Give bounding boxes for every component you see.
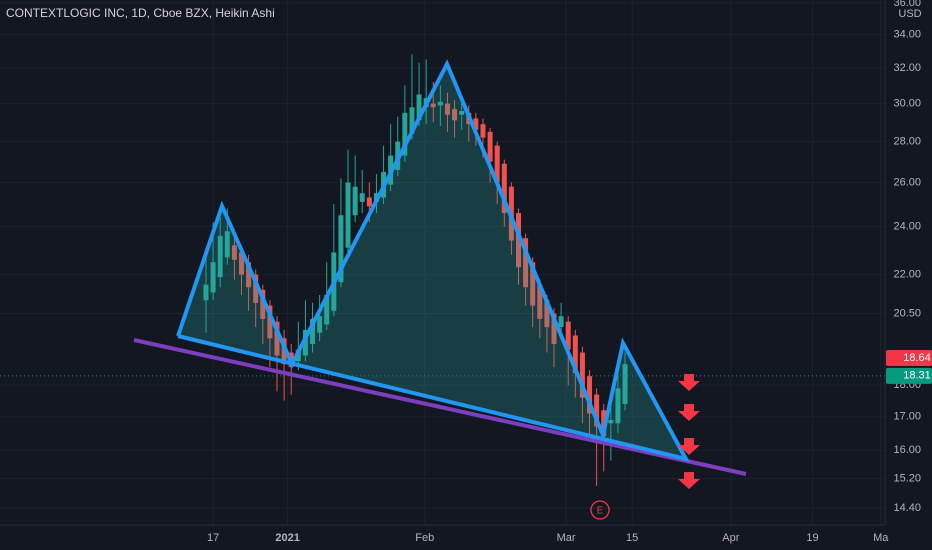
candle-body [253,274,259,303]
y-tick-label: 20.50 [893,307,921,319]
candle-body [615,388,621,424]
candle-body [238,252,244,275]
currency: USD [898,8,921,20]
candle-body [452,109,458,121]
candle-body [409,107,415,134]
x-tick-label: Ma [873,532,889,544]
x-tick-label: 2021 [275,532,299,544]
candle-body [622,364,628,404]
candle-body [203,284,209,301]
candle-body [487,131,493,162]
candle-body [352,186,358,216]
arrow [678,472,700,489]
candle-body [345,182,351,248]
candle-body [579,352,585,398]
arrow [678,374,700,391]
price-label: 18.31 [903,370,931,382]
head-shoulders-pattern [176,59,690,463]
candle-body [210,262,216,293]
candle-body [338,215,344,283]
price-badge [886,349,932,366]
y-tick-label: 17.00 [893,411,921,423]
x-tick-label: Feb [415,532,434,544]
candle-body [459,110,465,115]
candle-body [324,295,330,325]
candle-body [494,145,500,183]
trend-line [133,338,747,476]
y-tick-label: 30.00 [893,97,921,109]
y-tick-label: 26.00 [893,176,921,188]
y-tick-label: 22.00 [893,269,921,281]
candle-body [594,394,600,427]
candle-body [267,305,273,339]
candle-body [551,313,557,344]
candle-body [274,321,280,356]
candle-body [231,245,237,260]
y-tick-label: 28.00 [893,136,921,148]
x-tick-label: Apr [722,532,739,544]
y-tick-label: 32.00 [893,62,921,74]
candle-body [473,118,479,130]
x-tick-label: Mar [557,532,576,544]
candle-body [317,316,323,333]
candle-body [558,316,564,328]
candle-body [572,335,578,374]
candle-body [260,289,266,319]
candle-body [402,112,408,156]
y-tick-label: 34.00 [893,28,921,40]
earnings-marker[interactable] [590,500,610,520]
candle-body [537,284,543,319]
candle-body [416,94,422,121]
x-tick-label: 17 [207,532,219,544]
candle-body [501,163,507,214]
price-badge [886,367,932,384]
y-tick-label: 36.00 [893,0,921,9]
arrow [678,404,700,421]
x-tick-label: 19 [806,532,818,544]
candle-body [302,329,308,356]
candle-body [608,420,614,424]
candle-body [246,262,252,288]
y-tick-label: 14.40 [893,502,921,514]
candle-body [217,235,223,278]
candle-body [281,338,287,365]
candle-body [359,193,365,202]
candle-body [224,231,230,258]
earnings-label: E [597,506,604,517]
candle-body [310,318,316,344]
y-tick-label: 16.00 [893,444,921,456]
candle-body [444,103,450,115]
price-label: 18.64 [903,352,931,364]
candle-body [430,103,436,108]
candle-body [530,262,536,306]
candle-body [480,124,486,138]
y-tick-label: 24.00 [893,221,921,233]
x-tick-label: 15 [626,532,638,544]
candle-body [366,197,372,207]
candle-body [565,321,571,350]
y-tick-label: 15.20 [893,472,921,484]
chart-title: CONTEXTLOGIC INC, 1D, Cboe BZX, Heikin A… [6,6,275,20]
pattern-fill [178,64,686,459]
candle-body [523,238,529,288]
candle-body [515,213,521,268]
candle-body [587,376,593,414]
candle-body [544,300,550,328]
arrow [678,438,700,455]
down-arrows [678,374,700,489]
candle-body [437,101,443,106]
